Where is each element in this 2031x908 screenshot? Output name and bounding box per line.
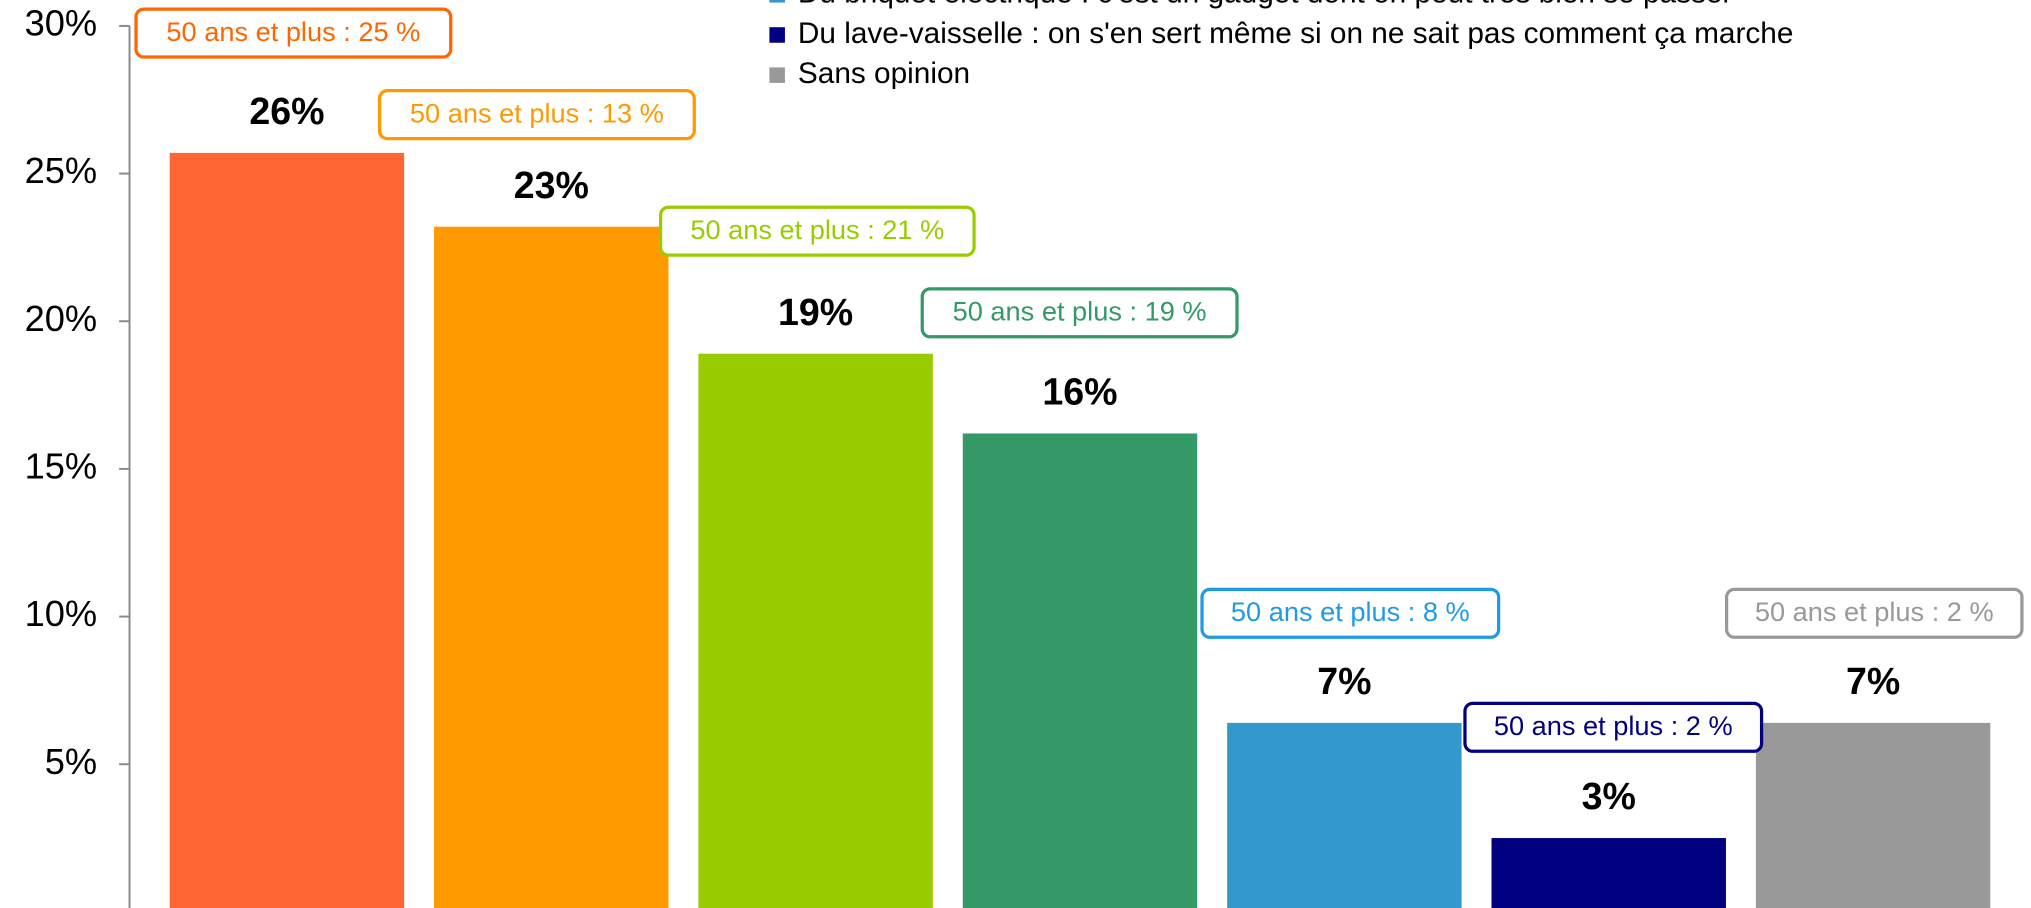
annotation-box	[1463, 701, 1764, 753]
annotation: 50 ans et plus : 13 %	[410, 97, 664, 128]
y-tick-label: 25%	[25, 150, 98, 191]
annotation-box	[1200, 587, 1501, 639]
annotation: 50 ans et plus : 19 %	[953, 296, 1207, 327]
annotation: 50 ans et plus : 2 %	[1755, 596, 1994, 627]
annotation-box	[658, 205, 976, 257]
annotation-box	[1724, 587, 2024, 639]
annotation-box	[134, 7, 453, 59]
bar	[698, 353, 933, 908]
legend-swatch	[769, 27, 785, 43]
bar	[1491, 838, 1726, 908]
legend-swatch	[769, 67, 785, 83]
bar	[169, 152, 405, 908]
value-label: 7%	[1317, 660, 1371, 702]
annotation: 50 ans et plus : 8 %	[1231, 596, 1470, 627]
value-label: 23%	[514, 164, 589, 206]
y-tick-label: 10%	[25, 593, 98, 634]
bar	[1755, 722, 1991, 908]
annotation: 50 ans et plus : 2 %	[1494, 710, 1733, 741]
legend-label: Sans opinion	[798, 57, 970, 90]
annotation-box	[377, 89, 696, 141]
value-label: 26%	[249, 90, 324, 132]
value-label: 16%	[1042, 371, 1117, 413]
annotation: 50 ans et plus : 25 %	[166, 16, 420, 47]
bar	[434, 226, 669, 908]
value-label: 7%	[1846, 660, 1900, 702]
y-tick-label: 15%	[25, 445, 98, 486]
legend-swatch	[769, 0, 785, 3]
annotation: 50 ans et plus : 21 %	[690, 214, 944, 245]
legend-label: Du briquet électrique : c'est un gadget …	[798, 0, 1733, 10]
value-label: 3%	[1582, 775, 1636, 817]
bar	[1227, 722, 1462, 908]
y-tick-label: 5%	[45, 741, 97, 782]
annotation-box	[920, 287, 1239, 339]
legend-label: Du lave-vaisselle : on s'en sert même si…	[798, 17, 1794, 50]
y-tick-label: 20%	[25, 298, 98, 339]
bar	[962, 433, 1198, 908]
y-tick-label: 30%	[25, 2, 98, 43]
value-label: 19%	[778, 291, 853, 333]
